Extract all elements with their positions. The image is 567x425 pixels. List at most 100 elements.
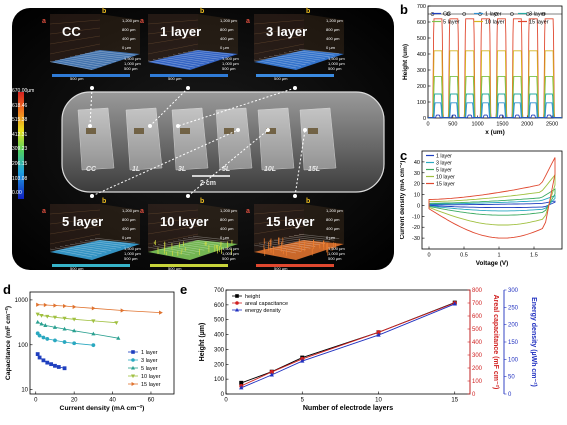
y-tick-label: 100	[417, 100, 426, 106]
tile-z-tick: 1,200 µm	[220, 18, 237, 23]
tile-y-tick: 500 µm	[328, 66, 341, 71]
legend-entry: 1 layer	[485, 12, 502, 18]
legend-entry: 15 layer	[141, 382, 161, 388]
right2-tick-label: 100	[508, 357, 519, 363]
series-line	[38, 322, 119, 338]
y-tick-label: 10	[21, 388, 28, 394]
right1-axis-label: Areal capacitance (mF cm⁻²)	[492, 295, 499, 390]
right2-tick-label: 150	[508, 340, 519, 346]
tile-z-tick: 800 µm	[122, 217, 135, 222]
y-tick-label: 20	[414, 182, 420, 188]
right2-tick-label: 0	[508, 392, 512, 398]
legend-entry: 1 layer	[141, 350, 158, 356]
legend-entry: 3 layer	[529, 12, 546, 18]
tile-label: CC	[62, 24, 81, 39]
panel-a: 670.00µm 618.46 515.38 412.31 309.23 206.15 10…	[0, 0, 398, 272]
x-tick-label: 0	[224, 398, 228, 404]
x-axis-label: Voltage (V)	[476, 260, 508, 267]
y-tick-label: 400	[214, 333, 225, 339]
tile-corner-a: a	[42, 18, 46, 25]
right2-tick-label: 50	[508, 375, 515, 381]
data-point	[121, 308, 125, 312]
data-point	[91, 343, 95, 347]
y-axis-label: Height (um)	[402, 44, 409, 80]
tile-y-tick: 500 µm	[328, 256, 341, 261]
height-map-tile: 3 layer a b 1,200 µm 800 µm 400 µm 0 µm 1,500 µ…	[244, 10, 349, 82]
rate-capability-chart: 0 20 40 60101001000Current density (mA cm⁻²…	[0, 282, 180, 425]
y-tick-label: 30	[414, 171, 420, 177]
height-map-tile: 10 layer a b 1,200 µm 800 µm 400 µm 0 µm 1,500 …	[138, 200, 243, 272]
profile-line	[428, 76, 562, 117]
data-point	[92, 306, 96, 310]
tile-color-bar	[52, 74, 130, 77]
y-axis-label: Current density (mA cm⁻²)	[400, 161, 406, 240]
x-tick-label: 1500	[496, 122, 508, 128]
y-axis-label: Height (µm)	[199, 323, 206, 362]
data-point	[159, 311, 163, 315]
tile-color-bar	[256, 74, 334, 77]
height-map-tile: 15 layer a b 1,200 µm 800 µm 400 µm 0 µm 1,500 …	[244, 200, 349, 272]
right1-tick-label: 0	[472, 392, 476, 398]
data-point	[44, 303, 48, 307]
series-line	[38, 314, 117, 323]
tile-z-tick: 400 µm	[326, 36, 339, 41]
tile-y-tick: 500 µm	[124, 66, 137, 71]
data-point	[53, 303, 57, 307]
right1-tick-label: 200	[472, 366, 483, 372]
data-point	[36, 320, 40, 324]
tile-x-tick: 500 µm	[168, 266, 181, 271]
x-tick-label: 60	[148, 398, 155, 404]
data-point	[45, 337, 49, 341]
data-point	[63, 340, 67, 344]
tile-y-tick: 500 µm	[222, 256, 235, 261]
tile-z-tick: 400 µm	[220, 226, 233, 231]
x-tick-label: 5	[301, 398, 305, 404]
x-axis-label: Current density (mA cm⁻²)	[60, 405, 145, 412]
y-tick-label: 0	[423, 116, 426, 122]
data-point	[57, 365, 61, 369]
y-tick-label: 100	[214, 377, 225, 383]
tile-z-tick: 400 µm	[122, 36, 135, 41]
tile-corner-b: b	[102, 8, 106, 15]
legend-entry: 10 layer	[485, 20, 505, 26]
data-point	[114, 321, 118, 325]
tile-corner-b: b	[306, 198, 310, 205]
electrode-slide	[126, 108, 162, 170]
tile-z-tick: 800 µm	[326, 217, 339, 222]
right1-tick-label: 800	[472, 288, 483, 294]
y-tick-label: 700	[214, 288, 225, 294]
x-axis-label: x (um)	[485, 129, 505, 136]
tile-corner-a: a	[140, 18, 144, 25]
tile-color-bar	[52, 264, 130, 267]
legend-entry: 3 layer	[141, 358, 158, 364]
electrode-slide	[216, 108, 252, 170]
data-point	[72, 341, 76, 345]
tile-z-tick: 1,200 µm	[122, 208, 139, 213]
electrode-slide	[78, 108, 114, 170]
tile-z-tick: 0 µm	[220, 45, 229, 50]
tile-corner-b: b	[102, 198, 106, 205]
photo-sample-label: CC	[86, 166, 96, 173]
data-point	[38, 356, 42, 360]
y-tick-label: 0	[417, 203, 420, 209]
tile-z-tick: 0 µm	[122, 45, 131, 50]
right2-tick-label: 200	[508, 323, 519, 329]
x-tick-label: 1000	[472, 122, 484, 128]
tile-color-bar	[256, 264, 334, 267]
photo-sample-label: 5L	[222, 166, 230, 173]
height-map-tile: CC a b 1,200 µm 800 µm 400 µm 0 µm 1,500 µm 1,00…	[40, 10, 145, 82]
data-point	[42, 358, 46, 362]
y-tick-label: 200	[214, 362, 225, 368]
legend-entry: 10 layer	[436, 175, 455, 181]
tile-x-tick: 500 µm	[70, 266, 83, 271]
data-point	[73, 305, 77, 309]
x-tick-label: 1.5	[530, 253, 538, 259]
legend-entry: 15 layer	[529, 20, 549, 26]
electrode-slide	[258, 108, 294, 170]
tile-z-tick: 1,200 µm	[220, 208, 237, 213]
x-tick-label: 500	[448, 122, 457, 128]
tile-z-tick: 1,200 µm	[122, 18, 139, 23]
y-axis-label: Capacitance (mF cm⁻²)	[5, 306, 12, 380]
tile-x-tick: 500 µm	[70, 76, 83, 81]
height-map-tile: 5 layer a b 1,200 µm 800 µm 400 µm 0 µm 1,500 µ…	[40, 200, 145, 272]
